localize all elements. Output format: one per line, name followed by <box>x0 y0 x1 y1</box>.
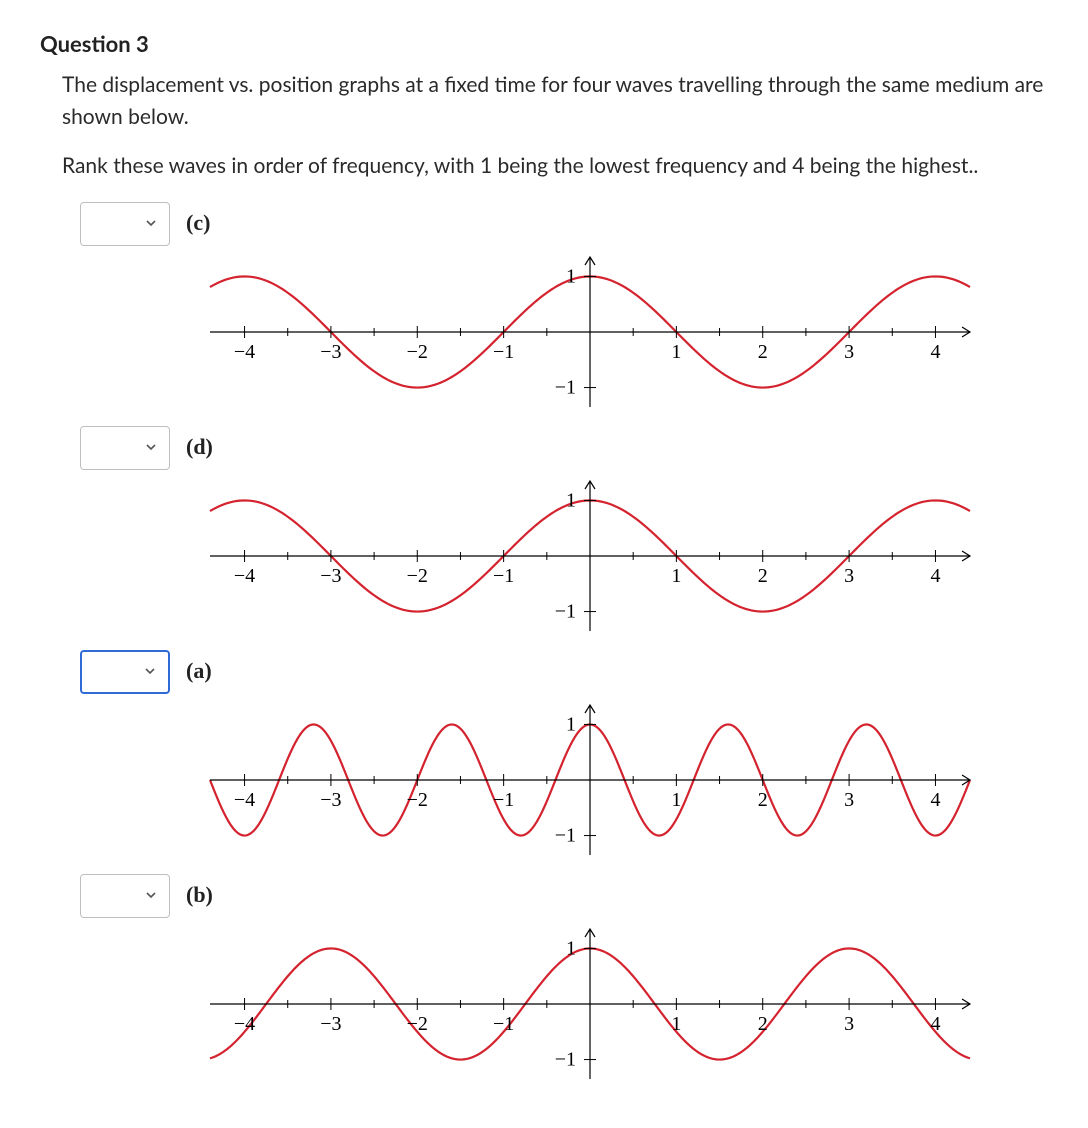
svg-text:−2: −2 <box>407 341 428 363</box>
item-label-d: (d) <box>186 434 226 460</box>
rank-select-a[interactable] <box>80 650 170 694</box>
svg-text:−3: −3 <box>320 1013 341 1035</box>
svg-text:−1: −1 <box>493 565 514 587</box>
svg-text:−2: −2 <box>407 1013 428 1035</box>
wave-graph-a: −4 −3 −2 −1 1 2 3 4 1 −1 <box>190 690 1048 874</box>
rank-select-c[interactable] <box>80 202 170 246</box>
rank-row-a: (a) <box>80 650 1048 694</box>
wave-graph-c: −4 −3 −2 −1 1 2 3 4 1 −1 <box>190 242 1048 426</box>
svg-text:−1: −1 <box>493 341 514 363</box>
svg-text:3: 3 <box>844 1013 854 1035</box>
svg-text:−1: −1 <box>555 1048 576 1070</box>
svg-text:1: 1 <box>566 489 576 511</box>
svg-text:−4: −4 <box>234 341 255 363</box>
svg-text:4: 4 <box>930 565 940 587</box>
item-label-c: (c) <box>186 210 226 236</box>
question-title: Question 3 <box>40 30 1048 57</box>
wave-graph-d: −4 −3 −2 −1 1 2 3 4 1 −1 <box>190 466 1048 650</box>
svg-text:3: 3 <box>844 789 854 811</box>
svg-text:2: 2 <box>758 565 768 587</box>
svg-text:−4: −4 <box>234 565 255 587</box>
question-paragraph-1: The displacement vs. position graphs at … <box>62 69 1048 132</box>
svg-text:3: 3 <box>844 341 854 363</box>
rank-select-b[interactable] <box>80 874 170 918</box>
svg-text:1: 1 <box>566 937 576 959</box>
rank-row-b: (b) <box>80 874 1048 918</box>
svg-text:−3: −3 <box>320 789 341 811</box>
svg-text:2: 2 <box>758 1013 768 1035</box>
chevron-down-icon <box>145 886 157 905</box>
rank-row-c: (c) <box>80 202 1048 246</box>
svg-text:1: 1 <box>566 713 576 735</box>
svg-text:1: 1 <box>566 265 576 287</box>
svg-text:4: 4 <box>930 341 940 363</box>
rank-row-d: (d) <box>80 426 1048 470</box>
question-body: The displacement vs. position graphs at … <box>62 69 1048 182</box>
svg-text:−2: −2 <box>407 565 428 587</box>
svg-text:1: 1 <box>671 565 681 587</box>
svg-text:1: 1 <box>671 341 681 363</box>
svg-text:−3: −3 <box>320 341 341 363</box>
svg-text:−1: −1 <box>555 824 576 846</box>
svg-text:1: 1 <box>671 789 681 811</box>
svg-text:4: 4 <box>930 789 940 811</box>
svg-text:−1: −1 <box>493 1013 514 1035</box>
svg-text:−3: −3 <box>320 565 341 587</box>
item-label-a: (a) <box>186 658 226 684</box>
question-paragraph-2: Rank these waves in order of frequency, … <box>62 150 1048 182</box>
chevron-down-icon <box>144 662 156 681</box>
svg-text:1: 1 <box>671 1013 681 1035</box>
svg-text:3: 3 <box>844 565 854 587</box>
svg-text:−1: −1 <box>555 376 576 398</box>
wave-graph-b: −4 −3 −2 −1 1 2 3 4 1 −1 <box>190 914 1048 1098</box>
svg-text:2: 2 <box>758 341 768 363</box>
svg-text:−1: −1 <box>493 789 514 811</box>
svg-text:2: 2 <box>758 789 768 811</box>
svg-text:−4: −4 <box>234 1013 255 1035</box>
svg-text:4: 4 <box>930 1013 940 1035</box>
svg-text:−2: −2 <box>407 789 428 811</box>
svg-text:−4: −4 <box>234 789 255 811</box>
chevron-down-icon <box>145 214 157 233</box>
svg-text:−1: −1 <box>555 600 576 622</box>
rank-select-d[interactable] <box>80 426 170 470</box>
item-label-b: (b) <box>186 882 226 908</box>
chevron-down-icon <box>145 438 157 457</box>
